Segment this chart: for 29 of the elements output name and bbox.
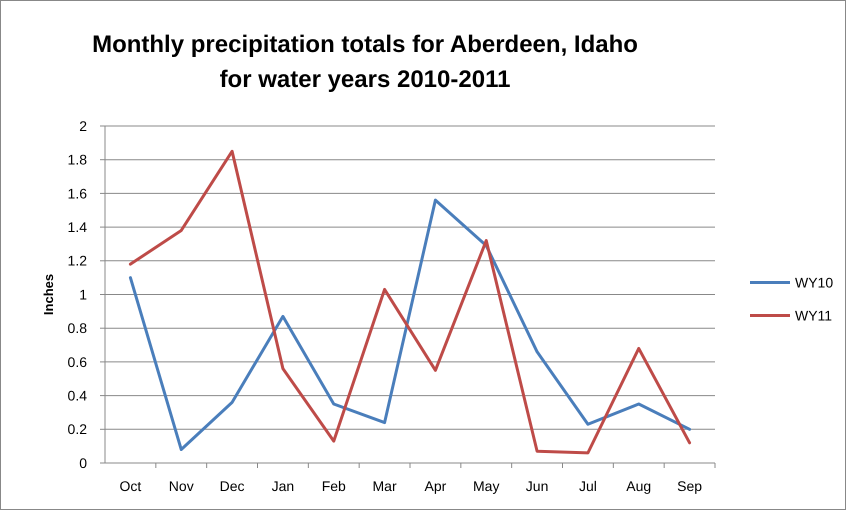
x-tick-label: Sep (677, 478, 702, 494)
y-tick-label: 0.4 (68, 388, 88, 404)
x-tick-label: Feb (322, 478, 346, 494)
y-tick-label: 1.8 (68, 152, 88, 168)
y-tick-label: 0.8 (68, 320, 88, 336)
x-tick-label: Nov (168, 478, 194, 494)
x-tick-label: May (473, 478, 500, 494)
x-tick-label: Mar (372, 478, 397, 494)
x-tick-label: Jun (526, 478, 548, 494)
y-tick-label: 0.2 (68, 421, 88, 438)
line-series (128, 198, 692, 452)
y-tick-label: 2 (79, 118, 88, 134)
line-series (128, 150, 692, 454)
y-tick-label: 0.6 (68, 354, 88, 370)
y-tick-label: 0 (79, 454, 88, 471)
x-tick-label: Jan (272, 478, 294, 494)
y-tick-label: 1.2 (68, 252, 88, 269)
x-tick-label: Apr (424, 478, 447, 494)
y-tick-label: 1 (79, 286, 88, 302)
x-tick-label: Aug (626, 478, 652, 494)
y-tick-label: 1.4 (68, 219, 88, 235)
legend-label: WY11 (795, 307, 832, 324)
x-tick-label: Jul (578, 478, 597, 494)
chart-title: Monthly precipitation totals for Aberdeen, Idaho for water years 2010-2011 (92, 31, 638, 93)
x-tick-label: Oct (120, 478, 142, 494)
legend-label: WY10 (795, 274, 834, 290)
x-tick-label: Dec (220, 478, 245, 494)
y-axis-title: Inches (41, 274, 56, 316)
y-tick-label: 1.6 (68, 185, 88, 202)
